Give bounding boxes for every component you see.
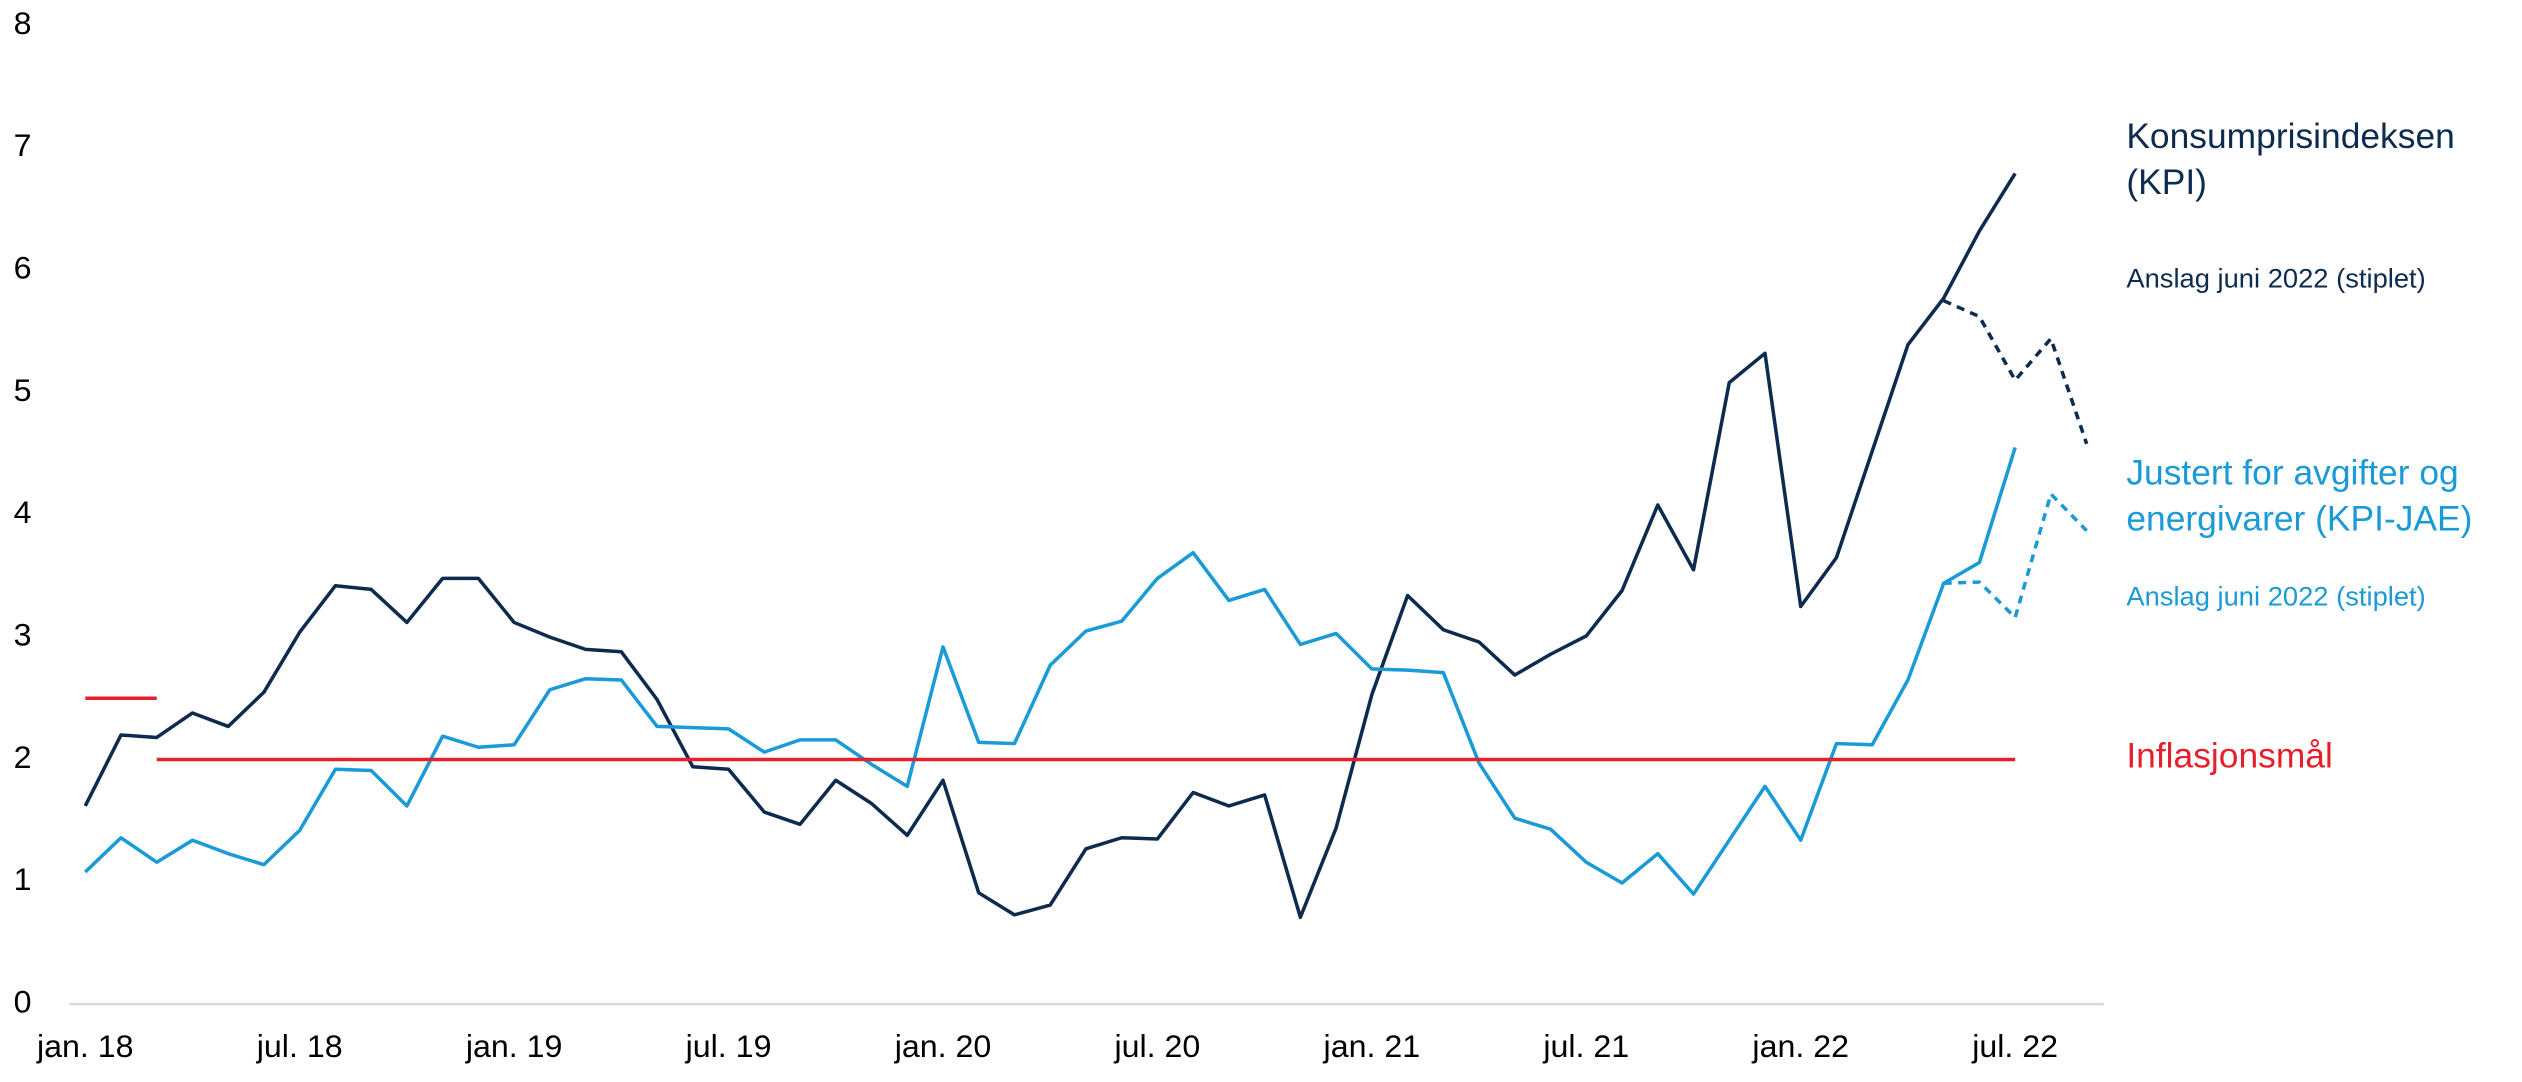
x-tick-label: jan. 22: [1751, 1028, 1849, 1064]
x-tick-label: jul. 21: [1542, 1028, 1629, 1064]
y-tick-label: 1: [14, 861, 32, 897]
legend-item: Inflasjonsmål: [2126, 735, 2333, 776]
legend-label: Justert for avgifter og energivarer (KPI…: [2126, 452, 2473, 538]
legend-item: Konsumprisindeksen (KPI): [2126, 115, 2455, 202]
legend-label: Anslag juni 2022 (stiplet): [2126, 581, 2426, 612]
series-line: [1942, 299, 2089, 445]
legend-item: Justert for avgifter og energivarer (KPI…: [2126, 452, 2473, 538]
legend-item: Anslag juni 2022 (stiplet): [2126, 263, 2426, 294]
series-line: [84, 446, 2017, 896]
legend-item: Anslag juni 2022 (stiplet): [2126, 581, 2426, 612]
legend-label: Inflasjonsmål: [2126, 735, 2333, 776]
x-tick-label: jul. 22: [1971, 1028, 2058, 1064]
y-tick-label: 5: [14, 372, 32, 408]
y-tick-label: 4: [14, 494, 32, 530]
y-tick-label: 8: [14, 5, 32, 41]
x-tick-label: jan. 19: [465, 1028, 563, 1064]
y-tick-label: 6: [14, 250, 32, 286]
y-tick-label: 2: [14, 739, 32, 775]
legend-label: Konsumprisindeksen (KPI): [2126, 115, 2455, 202]
x-tick-label: jul. 20: [1113, 1028, 1200, 1064]
series-line: [83, 172, 2017, 920]
series-line: [1943, 492, 2088, 620]
legend-label: Anslag juni 2022 (stiplet): [2126, 263, 2426, 294]
x-tick-label: jul. 19: [685, 1028, 772, 1064]
x-tick-label: jan. 20: [894, 1028, 992, 1064]
x-tick-label: jan. 18: [36, 1028, 134, 1064]
y-tick-label: 3: [14, 617, 32, 653]
y-tick-label: 0: [14, 984, 32, 1020]
x-tick-label: jul. 18: [256, 1028, 343, 1064]
y-tick-label: 7: [14, 127, 32, 163]
x-tick-label: jan. 21: [1323, 1028, 1421, 1064]
